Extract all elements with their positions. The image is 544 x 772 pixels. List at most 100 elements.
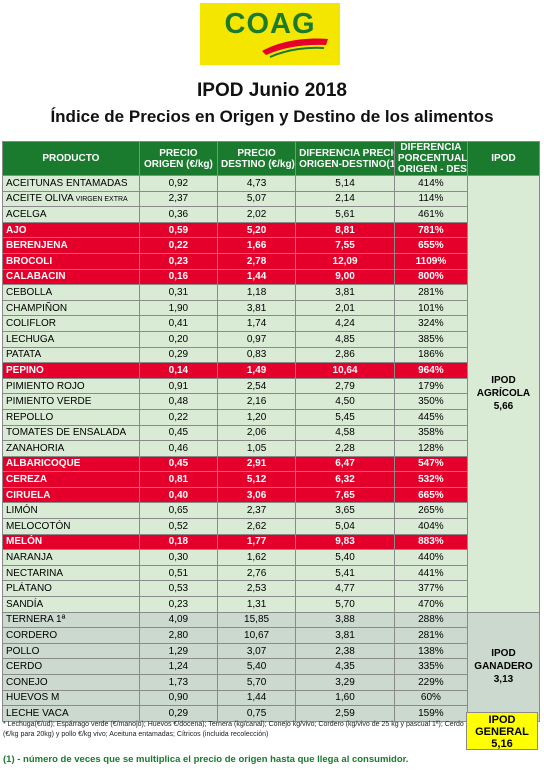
cell-origen: 0,23 (138, 596, 218, 613)
ipod-agricola-cell: IPOD AGRÍCOLA 5,66 (466, 175, 541, 613)
page-subtitle: Índice de Precios en Origen y Destino de… (50, 107, 494, 126)
table-row: ALBARICOQUE 0,45 2,91 6,47 547% (2, 455, 540, 473)
cell-origen: 4,09 (138, 611, 218, 629)
cell-producto: PIMIENTO ROJO (2, 377, 140, 395)
cell-diferencia: 5,61 (295, 206, 395, 223)
cell-destino: 2,53 (216, 580, 297, 598)
cell-destino: 5,12 (216, 471, 297, 488)
cell-diferencia: 5,04 (295, 518, 395, 535)
cell-producto: AJO (2, 221, 140, 239)
table-row: SANDÍA 0,23 1,31 5,70 470% (2, 596, 540, 613)
cell-origen: 0,51 (138, 564, 218, 582)
cell-diferencia: 3,81 (295, 284, 395, 301)
cell-destino: 1,18 (216, 284, 297, 301)
cell-porcentual: 179% (393, 377, 468, 395)
cell-origen: 0,46 (138, 440, 218, 457)
cell-porcentual: 1109% (393, 252, 468, 270)
cell-porcentual: 128% (393, 440, 468, 457)
cell-diferencia: 6,32 (295, 471, 395, 488)
cell-diferencia: 3,29 (295, 674, 395, 691)
cell-destino: 10,67 (216, 627, 297, 644)
table-row: LECHUGA 0,20 0,97 4,85 385% (2, 330, 540, 348)
cell-porcentual: 288% (393, 611, 468, 629)
table-row: PEPINO 0,14 1,49 10,64 964% (2, 362, 540, 379)
cell-porcentual: 532% (393, 471, 468, 488)
cell-porcentual: 281% (393, 284, 468, 301)
cell-diferencia: 3,88 (295, 611, 395, 629)
cell-origen: 0,14 (138, 362, 218, 379)
cell-porcentual: 665% (393, 486, 468, 504)
cell-origen: 0,45 (138, 455, 218, 473)
cell-diferencia: 3,81 (295, 627, 395, 644)
cell-destino: 3,81 (216, 299, 297, 317)
table-row: POLLO 1,29 3,07 2,38 138% (2, 642, 540, 660)
cell-destino: 2,16 (216, 393, 297, 410)
cell-origen: 2,37 (138, 190, 218, 208)
cell-diferencia: 3,65 (295, 502, 395, 520)
ipod-ganadero-cell: IPOD GANADERO 3,13 (466, 611, 541, 722)
cell-diferencia: 9,83 (295, 533, 395, 551)
cell-producto: REPOLLO (2, 408, 140, 426)
cell-destino: 2,76 (216, 564, 297, 582)
cell-diferencia: 1,60 (295, 689, 395, 707)
table-row: PIMIENTO VERDE 0,48 2,16 4,50 350% (2, 393, 540, 410)
cell-destino: 3,06 (216, 486, 297, 504)
table-row: HUEVOS M 0,90 1,44 1,60 60% (2, 689, 540, 707)
products-note: * Lechuga(€/ud); Espárrago verde (€/mano… (3, 721, 464, 738)
cell-diferencia: 9,00 (295, 268, 395, 286)
header-precio-destino: PRECIO DESTINO (€/kg) (216, 141, 297, 176)
table-row: ACEITE OLIVA VIRGEN EXTRA 2,37 5,07 2,14 114… (2, 190, 540, 208)
logo-text: COAG (224, 8, 316, 40)
table-row: PATATA 0,29 0,83 2,86 186% (2, 346, 540, 364)
cell-destino: 2,54 (216, 377, 297, 395)
cell-porcentual: 114% (393, 190, 468, 208)
cell-producto: HUEVOS M (2, 689, 140, 707)
cell-destino: 1,66 (216, 237, 297, 254)
cell-destino: 1,31 (216, 596, 297, 613)
cell-diferencia: 2,59 (295, 705, 395, 722)
table-row: AJO 0,59 5,20 8,81 781% (2, 221, 540, 239)
cell-porcentual: 265% (393, 502, 468, 520)
cell-diferencia: 2,86 (295, 346, 395, 364)
cell-origen: 0,29 (138, 346, 218, 364)
table-row: TOMATES DE ENSALADA 0,45 2,06 4,58 358% (2, 424, 540, 442)
cell-origen: 0,23 (138, 252, 218, 270)
cell-diferencia: 4,58 (295, 424, 395, 442)
cell-producto: BERENJENA (2, 237, 140, 254)
cell-origen: 0,36 (138, 206, 218, 223)
cell-origen: 0,92 (138, 175, 218, 192)
cell-diferencia: 5,14 (295, 175, 395, 192)
cell-destino: 2,02 (216, 206, 297, 223)
cell-destino: 5,07 (216, 190, 297, 208)
cell-destino: 5,40 (216, 658, 297, 675)
table-row: PIMIENTO ROJO 0,91 2,54 2,79 179% (2, 377, 540, 395)
table-row: CALABACIN 0,16 1,44 9,00 800% (2, 268, 540, 286)
cell-producto: TERNERA 1ª (2, 611, 140, 629)
cell-porcentual: 883% (393, 533, 468, 551)
cell-origen: 0,41 (138, 315, 218, 332)
cell-porcentual: 964% (393, 362, 468, 379)
header-ipod: IPOD (466, 141, 541, 176)
cell-destino: 4,73 (216, 175, 297, 192)
cell-porcentual: 281% (393, 627, 468, 644)
cell-destino: 2,91 (216, 455, 297, 473)
cell-producto: NARANJA (2, 549, 140, 566)
logo-swoosh-icon (262, 38, 328, 58)
cell-porcentual: 404% (393, 518, 468, 535)
cell-destino: 15,85 (216, 611, 297, 629)
cell-producto: CALABACIN (2, 268, 140, 286)
table-row: CEREZA 0,81 5,12 6,32 532% (2, 471, 540, 488)
cell-porcentual: 138% (393, 642, 468, 660)
cell-producto: SANDÍA (2, 596, 140, 613)
cell-producto: NECTARINA (2, 564, 140, 582)
cell-origen: 1,29 (138, 642, 218, 660)
cell-origen: 0,22 (138, 408, 218, 426)
table-row: BERENJENA 0,22 1,66 7,55 655% (2, 237, 540, 254)
cell-diferencia: 8,81 (295, 221, 395, 239)
table-row: COLIFLOR 0,41 1,74 4,24 324% (2, 315, 540, 332)
coag-logo: COAG (200, 3, 340, 65)
table-row: TERNERA 1ª 4,09 15,85 3,88 288% IPOD GANADERO 3… (2, 611, 541, 722)
cell-origen: 1,24 (138, 658, 218, 675)
cell-producto: MELÓN (2, 533, 140, 551)
